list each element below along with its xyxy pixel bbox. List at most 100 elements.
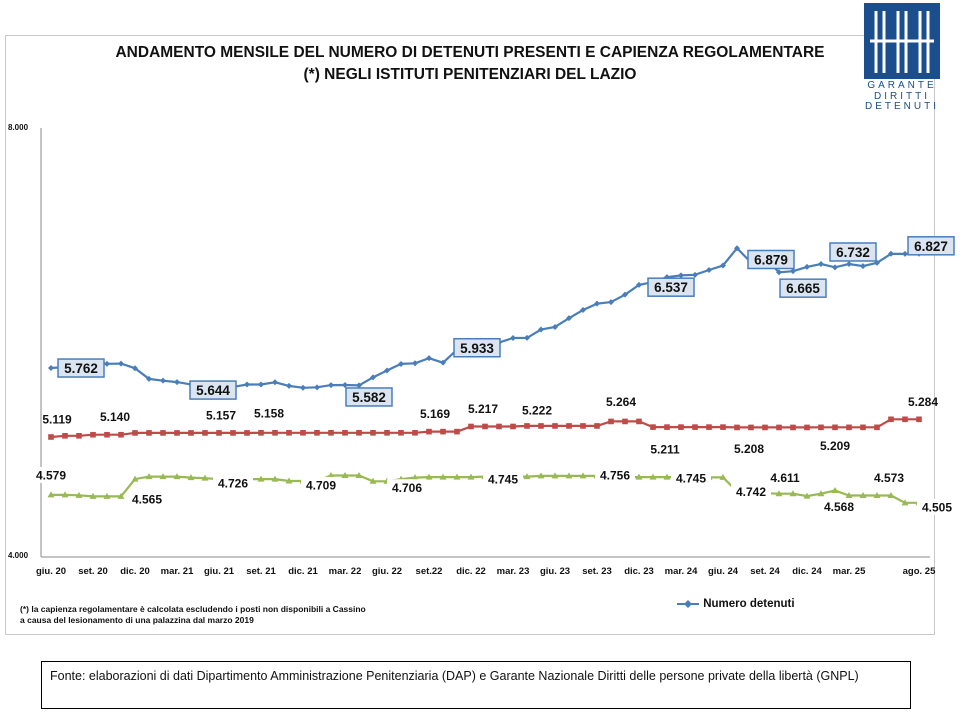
data-point	[62, 433, 68, 439]
data-label-bg	[483, 471, 523, 488]
data-point	[258, 381, 264, 388]
data-point	[888, 416, 894, 423]
data-label: 4.568	[824, 500, 854, 514]
chart-data-labels: 5.762 5.644 5.582 5.933 6.537 6.879 6.665 6.732…	[31, 236, 957, 515]
data-point	[873, 492, 881, 499]
data-point	[398, 360, 404, 367]
data-point	[846, 424, 852, 431]
x-tick-label: set.22	[416, 566, 443, 577]
data-point	[426, 428, 432, 435]
data-point	[384, 367, 390, 374]
data-point	[565, 472, 573, 479]
data-point	[594, 300, 600, 307]
data-point	[832, 264, 838, 271]
data-point	[426, 355, 432, 362]
data-label-bg	[595, 466, 635, 483]
data-point	[916, 416, 922, 423]
data-point	[412, 430, 418, 436]
data-point	[650, 424, 656, 430]
data-point	[860, 263, 866, 270]
data-point	[132, 430, 138, 436]
chart-title: ANDAMENTO MENSILE DEL NUMERO DI DETENUTI…	[115, 44, 825, 61]
data-point	[776, 269, 782, 276]
data-label: 5.284	[908, 395, 938, 409]
data-point	[860, 424, 866, 431]
chart-axes: 8.000 4.000 giu. 20 set. 20 dic. 20 mar. 21 gi…	[8, 123, 936, 577]
x-tick-label: dic. 20	[120, 566, 150, 577]
data-point	[580, 423, 586, 429]
source-text: Fonte: elaborazioni di dati Dipartimento…	[50, 669, 859, 683]
x-tick-label: dic. 21	[288, 566, 318, 577]
data-label: 4.706	[392, 481, 422, 495]
data-point	[454, 428, 460, 435]
data-point	[258, 430, 264, 436]
data-label: 4.745	[488, 473, 518, 487]
x-tick-label: mar. 22	[329, 566, 362, 577]
data-point	[803, 492, 811, 499]
data-label: 5.157	[206, 408, 236, 422]
data-point	[524, 334, 530, 341]
chart-frame	[5, 35, 935, 635]
data-point	[804, 424, 810, 431]
data-point	[622, 291, 628, 298]
data-label: 5.119	[42, 412, 72, 426]
data-point	[47, 491, 55, 498]
x-tick-label: set. 20	[78, 566, 108, 577]
x-tick-label: mar. 23	[497, 566, 530, 577]
data-point	[692, 424, 698, 430]
data-point	[720, 262, 726, 269]
data-point	[202, 430, 208, 436]
data-point	[790, 424, 796, 431]
data-point	[566, 315, 572, 322]
y-tick-label: 8.000	[8, 123, 29, 132]
data-point	[104, 431, 110, 438]
data-point	[440, 359, 446, 366]
data-point	[356, 430, 362, 436]
data-label: 5.209	[820, 439, 850, 453]
data-point	[622, 418, 628, 425]
logo-text: GARANTE DIRITTI DETENUTI	[862, 80, 942, 113]
footnote: (*) la capienza regolamentare è calcolat…	[20, 604, 366, 626]
data-point	[734, 424, 740, 431]
data-point	[789, 490, 797, 497]
x-tick-label: giu. 21	[204, 566, 235, 577]
x-tick-label: giu. 23	[540, 566, 570, 577]
data-point	[608, 418, 614, 425]
legend: Numero detenuti	[676, 598, 795, 610]
data-point	[76, 433, 82, 439]
garante-logo: GARANTE DIRITTI DETENUTI	[862, 3, 942, 115]
data-point	[439, 473, 447, 480]
data-label: 5.644	[196, 383, 230, 398]
data-label: 4.726	[218, 477, 248, 491]
data-label: 4.505	[922, 500, 952, 514]
data-point	[174, 379, 180, 386]
data-point	[342, 381, 348, 388]
data-label-box	[747, 249, 795, 270]
data-point	[538, 326, 544, 333]
data-point	[552, 423, 558, 429]
data-point	[188, 430, 194, 436]
y-tick-label: 4.000	[8, 551, 29, 560]
data-label-bg	[765, 469, 805, 486]
data-point	[566, 423, 572, 429]
data-point	[846, 260, 852, 267]
data-point	[187, 474, 195, 481]
data-point	[173, 473, 181, 480]
data-point	[398, 430, 404, 436]
data-label: 5.140	[100, 410, 130, 424]
data-point	[538, 423, 544, 429]
data-point	[48, 365, 54, 372]
data-point	[132, 365, 138, 372]
data-label: 4.611	[770, 471, 800, 485]
data-point	[384, 430, 390, 436]
data-point	[369, 477, 377, 484]
data-point	[370, 374, 376, 381]
data-point	[75, 491, 83, 498]
data-point	[523, 473, 531, 480]
data-point	[411, 474, 419, 481]
data-label-box	[907, 236, 955, 256]
data-point	[370, 430, 376, 436]
logo-line-3: DETENUTI	[865, 101, 939, 112]
data-point	[706, 424, 712, 430]
